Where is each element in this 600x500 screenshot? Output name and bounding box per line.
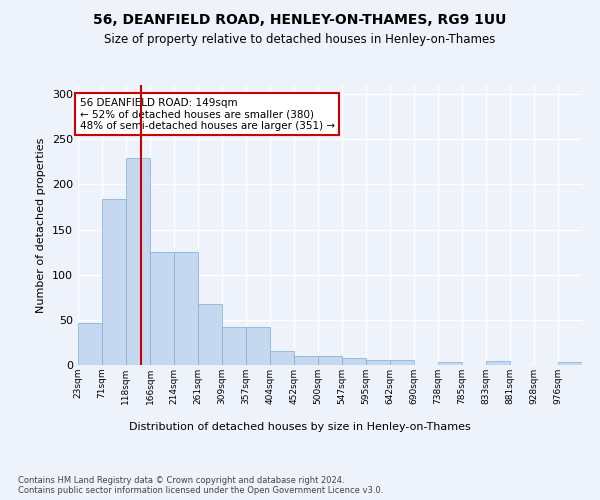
Bar [486, 362, 510, 365]
Bar [198, 304, 222, 365]
Text: 56 DEANFIELD ROAD: 149sqm
← 52% of detached houses are smaller (380)
48% of semi: 56 DEANFIELD ROAD: 149sqm ← 52% of detac… [80, 98, 335, 131]
Bar [438, 362, 461, 365]
Bar [246, 327, 270, 365]
Bar [150, 252, 174, 365]
Y-axis label: Number of detached properties: Number of detached properties [37, 138, 46, 312]
Bar [270, 352, 294, 365]
Bar [318, 356, 342, 365]
Text: Size of property relative to detached houses in Henley-on-Thames: Size of property relative to detached ho… [104, 32, 496, 46]
Bar [342, 358, 366, 365]
Bar [102, 199, 126, 365]
Text: Distribution of detached houses by size in Henley-on-Thames: Distribution of detached houses by size … [129, 422, 471, 432]
Text: 56, DEANFIELD ROAD, HENLEY-ON-THAMES, RG9 1UU: 56, DEANFIELD ROAD, HENLEY-ON-THAMES, RG… [94, 12, 506, 26]
Bar [366, 360, 389, 365]
Bar [78, 322, 102, 365]
Bar [558, 362, 582, 365]
Text: Contains HM Land Registry data © Crown copyright and database right 2024.
Contai: Contains HM Land Registry data © Crown c… [18, 476, 383, 495]
Bar [389, 360, 414, 365]
Bar [126, 158, 150, 365]
Bar [174, 252, 198, 365]
Bar [222, 327, 246, 365]
Bar [294, 356, 318, 365]
